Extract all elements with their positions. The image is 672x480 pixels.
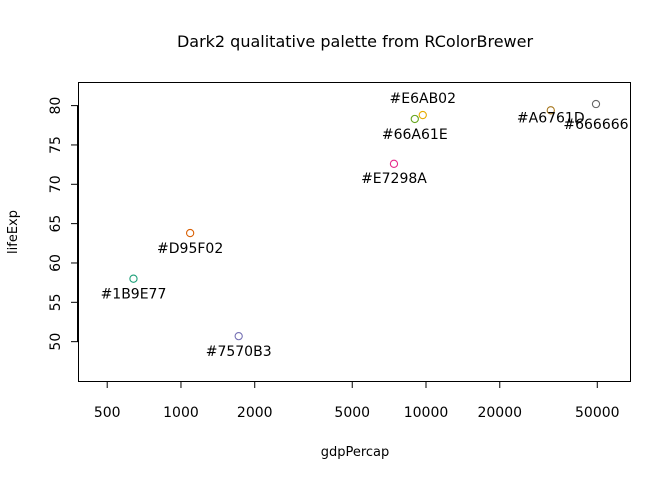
data-point [591, 99, 601, 109]
point-label: #E7298A [361, 171, 427, 187]
point-label: #D95F02 [157, 241, 223, 257]
data-point [234, 331, 243, 341]
x-axis-label: gdpPercap [321, 445, 390, 460]
y-tick-label: 70 [48, 175, 64, 193]
x-tick-label: 1000 [163, 405, 199, 421]
point-label: #7570B3 [206, 344, 272, 360]
data-point [185, 228, 195, 238]
point-label: #E6AB02 [390, 91, 456, 107]
x-axis: 500 1000 2000 5000 10000 20000 50000 [94, 381, 620, 421]
x-tick-label: 10000 [404, 405, 449, 421]
y-tick-label: 55 [48, 293, 64, 311]
x-tick-label: 500 [94, 405, 121, 421]
data-point [418, 110, 427, 120]
chart-title: Dark2 qualitative palette from RColorBre… [177, 32, 534, 51]
plot-frame [78, 82, 631, 382]
x-tick-label: 50000 [575, 405, 620, 421]
data-point [410, 114, 419, 124]
point-label: #666666 [563, 117, 628, 133]
data-points [129, 99, 601, 341]
y-axis-label: lifeExp [6, 210, 21, 254]
point-labels: #1B9E77 #D95F02 #7570B3 #E7298A #66A61E #E6AB… [101, 91, 629, 360]
y-axis: 50 55 60 65 70 75 80 [48, 97, 78, 351]
point-label: #A6761D [517, 110, 585, 126]
y-tick-label: 60 [48, 254, 64, 272]
y-tick-label: 65 [48, 215, 64, 233]
data-point [389, 159, 399, 168]
x-tick-label: 5000 [334, 405, 370, 421]
y-tick-label: 50 [48, 333, 64, 351]
data-point [129, 274, 138, 283]
point-label: #1B9E77 [101, 287, 167, 303]
x-tick-label: 20000 [477, 405, 522, 421]
x-tick-label: 2000 [237, 405, 273, 421]
y-tick-label: 80 [48, 97, 64, 115]
data-point [546, 106, 555, 115]
point-label: #66A61E [382, 127, 448, 143]
y-tick-label: 75 [48, 136, 64, 154]
